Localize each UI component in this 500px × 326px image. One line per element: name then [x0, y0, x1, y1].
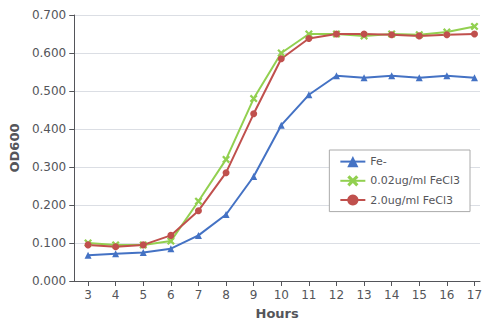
svg-text:2.0ug/ml FeCl3: 2.0ug/ml FeCl3 [370, 194, 453, 207]
svg-text:5: 5 [139, 288, 147, 302]
svg-text:11: 11 [301, 288, 316, 302]
svg-text:16: 16 [439, 288, 454, 302]
svg-text:0.000: 0.000 [32, 274, 66, 288]
svg-text:13: 13 [356, 288, 371, 302]
svg-text:0.02ug/ml FeCl3: 0.02ug/ml FeCl3 [370, 174, 460, 187]
svg-text:0.300: 0.300 [32, 160, 66, 174]
svg-text:10: 10 [274, 288, 289, 302]
svg-text:15: 15 [412, 288, 427, 302]
svg-text:9: 9 [250, 288, 258, 302]
svg-text:7: 7 [195, 288, 203, 302]
svg-text:0.400: 0.400 [32, 122, 66, 136]
svg-text:0.700: 0.700 [32, 8, 66, 22]
svg-text:0.100: 0.100 [32, 236, 66, 250]
svg-text:0.200: 0.200 [32, 198, 66, 212]
svg-text:Fe-: Fe- [370, 155, 386, 168]
svg-text:14: 14 [384, 288, 399, 302]
svg-text:Hours: Hours [256, 306, 299, 321]
svg-text:4: 4 [112, 288, 120, 302]
svg-text:8: 8 [222, 288, 230, 302]
svg-text:0.600: 0.600 [32, 46, 66, 60]
svg-text:17: 17 [467, 288, 482, 302]
svg-text:12: 12 [329, 288, 344, 302]
svg-text:0.500: 0.500 [32, 84, 66, 98]
svg-text:OD600: OD600 [7, 124, 22, 173]
svg-text:3: 3 [84, 288, 92, 302]
svg-text:6: 6 [167, 288, 175, 302]
